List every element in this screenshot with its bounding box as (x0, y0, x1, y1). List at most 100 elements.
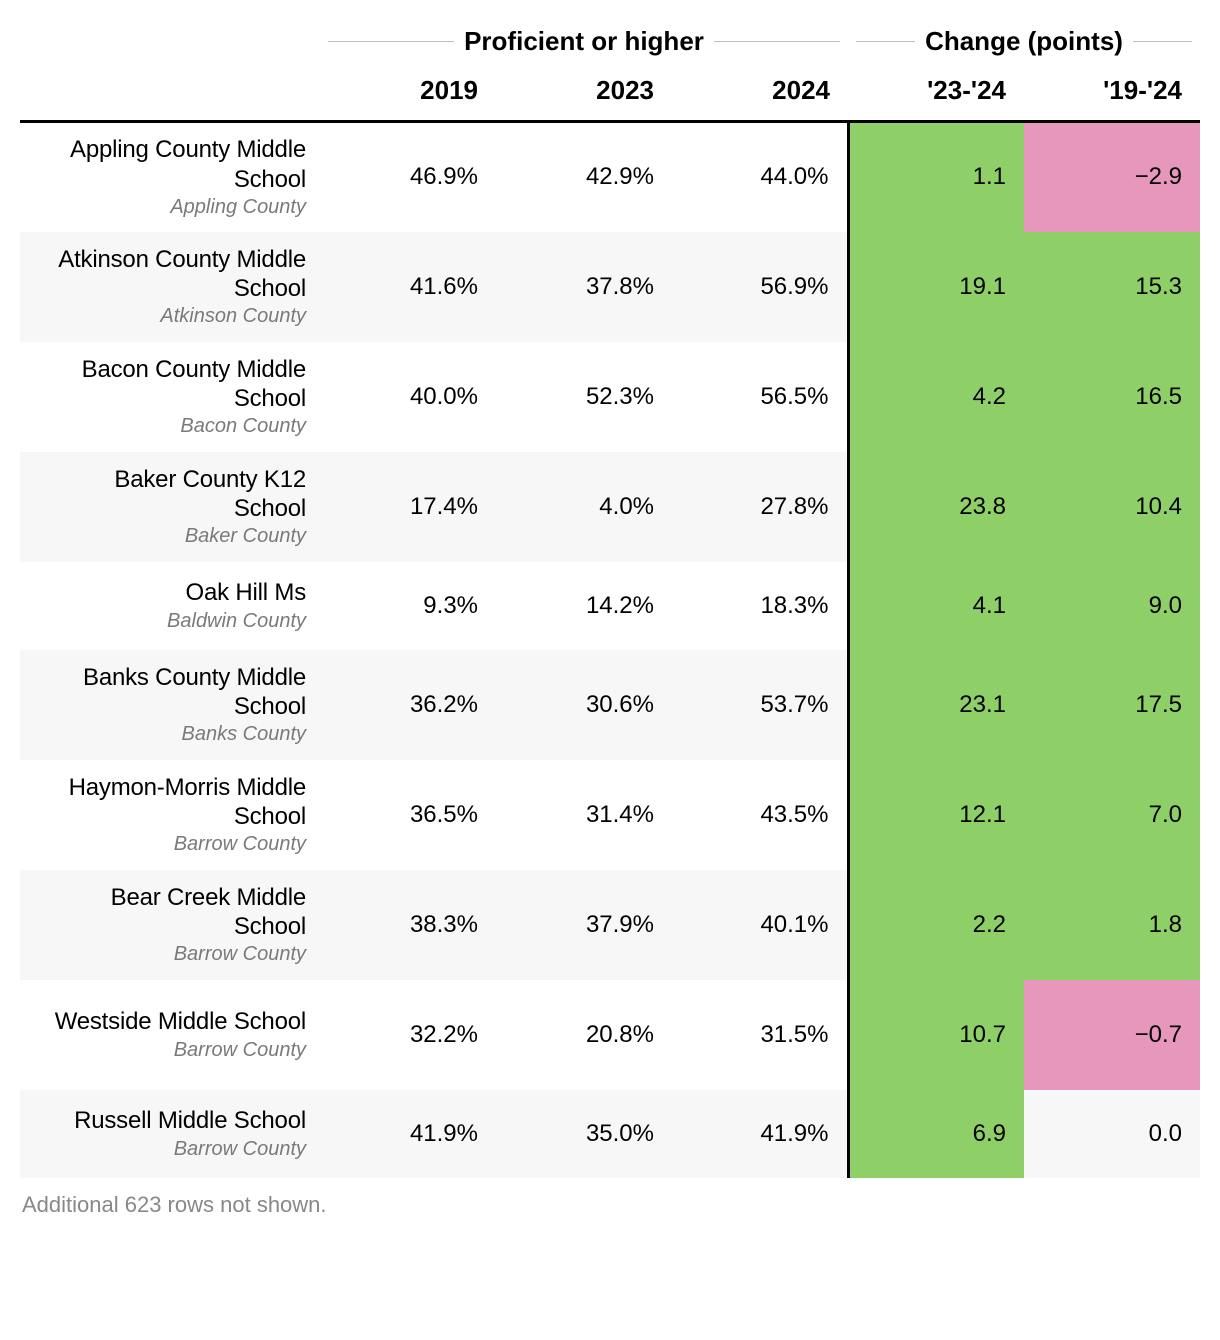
school-cell: Oak Hill Ms Baldwin County (20, 562, 320, 650)
school-name: Banks County Middle School (40, 663, 306, 722)
value-cell: 35.0% (496, 1090, 672, 1178)
school-cell: Haymon-Morris Middle SchoolBarrow County (20, 760, 320, 870)
school-name: Appling County Middle School (40, 135, 306, 194)
value-cell: 41.9% (320, 1090, 496, 1178)
value-cell: 41.6% (320, 232, 496, 342)
col-23-24: '23-'24 (848, 63, 1024, 122)
school-name: Haymon-Morris Middle School (40, 773, 306, 832)
value-cell: 36.2% (320, 650, 496, 760)
school-cell: Appling County Middle SchoolAppling Coun… (20, 122, 320, 232)
school-county: Barrow County (40, 1138, 306, 1161)
footer-note: Additional 623 rows not shown. (20, 1178, 1200, 1218)
col-2024: 2024 (672, 63, 848, 122)
spanner-label: Proficient or higher (464, 26, 704, 57)
value-cell: 27.8% (672, 452, 848, 562)
school-county: Atkinson County (40, 305, 306, 328)
change-cell: −2.9 (1024, 122, 1200, 232)
table-row: Atkinson County Middle SchoolAtkinson Co… (20, 232, 1200, 342)
value-cell: 18.3% (672, 562, 848, 650)
col-2023: 2023 (496, 63, 672, 122)
value-cell: 31.4% (496, 760, 672, 870)
change-cell: 23.8 (848, 452, 1024, 562)
value-cell: 20.8% (496, 980, 672, 1090)
school-county: Barrow County (40, 943, 306, 966)
header-blank (20, 63, 320, 122)
spanner-proficient: Proficient or higher (320, 20, 848, 63)
change-cell: −0.7 (1024, 980, 1200, 1090)
change-cell: 9.0 (1024, 562, 1200, 650)
school-county: Appling County (40, 196, 306, 219)
change-cell: 15.3 (1024, 232, 1200, 342)
school-county: Barrow County (40, 1039, 306, 1062)
value-cell: 4.0% (496, 452, 672, 562)
school-name: Oak Hill Ms (40, 578, 306, 607)
spanner-change: Change (points) (848, 20, 1200, 63)
school-name: Bear Creek Middle School (40, 883, 306, 942)
school-county: Bacon County (40, 415, 306, 438)
table-row: Haymon-Morris Middle SchoolBarrow County… (20, 760, 1200, 870)
spanner-line-right (714, 41, 840, 42)
value-cell: 37.9% (496, 870, 672, 980)
table-row: Baker County K12 SchoolBaker County17.4%… (20, 452, 1200, 562)
value-cell: 41.9% (672, 1090, 848, 1178)
value-cell: 56.5% (672, 342, 848, 452)
value-cell: 31.5% (672, 980, 848, 1090)
school-cell: Westside Middle School Barrow County (20, 980, 320, 1090)
change-cell: 6.9 (848, 1090, 1024, 1178)
value-cell: 14.2% (496, 562, 672, 650)
school-proficiency-table: Proficient or higher Change (points) 201… (20, 20, 1200, 1218)
change-cell: 10.4 (1024, 452, 1200, 562)
table-row: Oak Hill Ms Baldwin County 9.3%14.2%18.3%4… (20, 562, 1200, 650)
value-cell: 32.2% (320, 980, 496, 1090)
school-cell: Bear Creek Middle SchoolBarrow County (20, 870, 320, 980)
value-cell: 40.0% (320, 342, 496, 452)
table-row: Russell Middle School Barrow County 41.9%3… (20, 1090, 1200, 1178)
school-name: Baker County K12 School (40, 465, 306, 524)
school-cell: Bacon County Middle SchoolBacon County (20, 342, 320, 452)
column-header-row: 2019 2023 2024 '23-'24 '19-'24 (20, 63, 1200, 122)
value-cell: 30.6% (496, 650, 672, 760)
change-cell: 0.0 (1024, 1090, 1200, 1178)
col-19-24: '19-'24 (1024, 63, 1200, 122)
change-cell: 19.1 (848, 232, 1024, 342)
spanner-line-left (856, 41, 915, 42)
value-cell: 9.3% (320, 562, 496, 650)
change-cell: 4.2 (848, 342, 1024, 452)
spanner-row: Proficient or higher Change (points) (20, 20, 1200, 63)
school-cell: Atkinson County Middle SchoolAtkinson Co… (20, 232, 320, 342)
change-cell: 4.1 (848, 562, 1024, 650)
value-cell: 43.5% (672, 760, 848, 870)
school-cell: Russell Middle School Barrow County (20, 1090, 320, 1178)
school-county: Barrow County (40, 833, 306, 856)
school-county: Banks County (40, 723, 306, 746)
col-2019: 2019 (320, 63, 496, 122)
school-county: Baldwin County (40, 610, 306, 633)
table-row: Westside Middle School Barrow County 32.2%… (20, 980, 1200, 1090)
school-county: Baker County (40, 525, 306, 548)
change-cell: 12.1 (848, 760, 1024, 870)
value-cell: 37.8% (496, 232, 672, 342)
school-name: Atkinson County Middle School (40, 245, 306, 304)
table-row: Bear Creek Middle SchoolBarrow County38.… (20, 870, 1200, 980)
school-name: Westside Middle School (40, 1007, 306, 1036)
value-cell: 56.9% (672, 232, 848, 342)
change-cell: 1.1 (848, 122, 1024, 232)
school-name: Russell Middle School (40, 1106, 306, 1135)
value-cell: 40.1% (672, 870, 848, 980)
value-cell: 36.5% (320, 760, 496, 870)
school-name: Bacon County Middle School (40, 355, 306, 414)
change-cell: 17.5 (1024, 650, 1200, 760)
change-cell: 1.8 (1024, 870, 1200, 980)
spanner-label: Change (points) (925, 26, 1123, 57)
change-cell: 23.1 (848, 650, 1024, 760)
spanner-line-left (328, 41, 454, 42)
value-cell: 38.3% (320, 870, 496, 980)
change-cell: 7.0 (1024, 760, 1200, 870)
value-cell: 53.7% (672, 650, 848, 760)
change-cell: 10.7 (848, 980, 1024, 1090)
value-cell: 42.9% (496, 122, 672, 232)
change-cell: 2.2 (848, 870, 1024, 980)
table-row: Banks County Middle SchoolBanks County 36… (20, 650, 1200, 760)
data-table: Proficient or higher Change (points) 201… (20, 20, 1200, 1178)
value-cell: 44.0% (672, 122, 848, 232)
